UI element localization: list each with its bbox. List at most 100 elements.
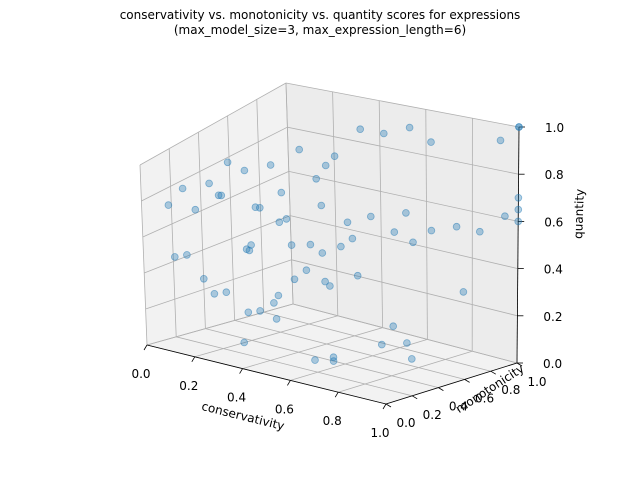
z-axis-line <box>516 126 520 364</box>
grid-left-z-3 <box>142 171 289 238</box>
y-axis-line <box>385 362 518 405</box>
tick-labels: 0.0 0.2 0.4 0.6 0.8 1.0 0.0 0.2 0.4 0.6 0.8 1.0 0.0 0… <box>131 121 564 440</box>
data-point-31 <box>348 234 357 243</box>
grid-left-y-4 <box>256 99 265 313</box>
x-tick-mark-1 <box>191 356 196 363</box>
y-tick-label-3: 0.6 <box>475 391 494 405</box>
data-point-34 <box>312 175 321 183</box>
data-point-14 <box>290 275 299 284</box>
x-tick-mark-0 <box>143 344 148 351</box>
data-point-48 <box>514 205 523 214</box>
y-tick-mark-2 <box>438 387 444 391</box>
z-axis-label: quantity <box>571 189 587 239</box>
y-tick-label-4: 0.8 <box>501 383 520 397</box>
data-point-1 <box>311 356 319 364</box>
data-point-49 <box>514 194 523 202</box>
data-point-52 <box>496 136 505 145</box>
grid-back-z-1 <box>291 259 518 317</box>
data-point-7 <box>222 288 231 297</box>
data-point-27 <box>287 241 296 249</box>
data-point-56 <box>407 355 416 363</box>
data-point-21 <box>205 179 213 188</box>
axis-edges <box>146 126 520 405</box>
chart-title: conservativity vs. monotonicity vs. quan… <box>119 8 521 22</box>
data-point-12 <box>183 251 191 259</box>
data-point-6 <box>210 289 219 298</box>
y-tick-mark-1 <box>411 395 418 400</box>
data-point-30 <box>337 242 345 251</box>
data-point-59 <box>295 145 304 154</box>
data-point-19 <box>191 205 200 214</box>
data-point-57 <box>377 340 386 349</box>
data-point-20 <box>178 184 187 193</box>
data-point-67 <box>245 246 254 255</box>
data-point-32 <box>366 212 375 221</box>
grid-left-y-1 <box>168 148 177 337</box>
grid-back-z-5 <box>285 82 520 128</box>
y-tick-mark-5 <box>516 362 523 367</box>
back-pane <box>286 83 519 363</box>
data-point-13 <box>200 274 208 283</box>
y-tick-label-5: 1.0 <box>527 375 546 389</box>
z-tick-label-1: 0.2 <box>543 310 562 324</box>
data-point-10 <box>270 299 278 307</box>
chart-subtitle: (max_model_size=3, max_expression_length… <box>173 23 467 37</box>
y-tick-label-2: 0.4 <box>449 400 468 414</box>
grid-left-y-5 <box>285 82 294 305</box>
data-point-39 <box>427 138 435 146</box>
data-point-2 <box>329 357 338 365</box>
data-point-35 <box>330 152 339 161</box>
data-point-68 <box>302 266 311 275</box>
grid-back-z-3 <box>288 171 519 222</box>
grid-floor-y-2 <box>205 328 439 388</box>
data-point-45 <box>475 227 484 236</box>
x-tick-mark-2 <box>239 368 243 374</box>
grid-floor-x-4 <box>338 350 473 393</box>
data-point-22 <box>214 191 223 200</box>
grid-left-z-4 <box>141 126 288 202</box>
data-point-64 <box>223 158 232 167</box>
data-point-17 <box>353 271 362 280</box>
x-tick-mark-5 <box>382 403 387 410</box>
data-point-16 <box>343 218 352 227</box>
data-point-40 <box>402 209 410 217</box>
data-point-63 <box>164 201 173 209</box>
y-tick-label-0: 0.0 <box>396 416 415 430</box>
data-point-43 <box>427 226 436 235</box>
grid-left-z-1 <box>145 259 292 310</box>
grid-floor-x-2 <box>242 327 383 369</box>
data-point-0 <box>240 338 249 347</box>
grid-floor-y-1 <box>176 336 413 397</box>
x-tick-label-0: 0.0 <box>131 367 150 381</box>
data-point-60 <box>277 188 286 197</box>
data-point-26 <box>275 218 284 227</box>
x-tick-mark-4 <box>334 391 339 398</box>
y-tick-label-1: 0.2 <box>423 408 442 422</box>
grid-left-z-2 <box>144 215 291 274</box>
grid-left-z-0 <box>146 303 294 346</box>
axis-panes <box>140 83 519 404</box>
grid-floor-y-5 <box>292 303 518 364</box>
data-point-29 <box>318 249 327 257</box>
data-point-8 <box>272 315 281 323</box>
grid-back-x-1 <box>332 91 339 316</box>
data-point-33 <box>317 201 326 210</box>
x-tick-label-4: 0.8 <box>323 414 342 428</box>
data-point-54 <box>389 322 398 331</box>
x-axis-line <box>146 344 387 405</box>
data-point-37 <box>379 129 388 138</box>
data-point-62 <box>217 191 226 200</box>
data-point-11 <box>171 253 179 261</box>
grid-back-z-2 <box>290 215 518 269</box>
z-tick-label-0: 0.0 <box>543 357 562 371</box>
data-point-38 <box>405 123 414 132</box>
x-tick-label-3: 0.6 <box>275 402 294 416</box>
y-tick-mark-3 <box>464 379 470 383</box>
data-point-51 <box>515 123 523 131</box>
grid-left-y-3 <box>227 115 235 321</box>
data-point-69 <box>326 282 334 290</box>
left-pane <box>140 83 293 345</box>
grid-floor-y-3 <box>234 320 465 380</box>
